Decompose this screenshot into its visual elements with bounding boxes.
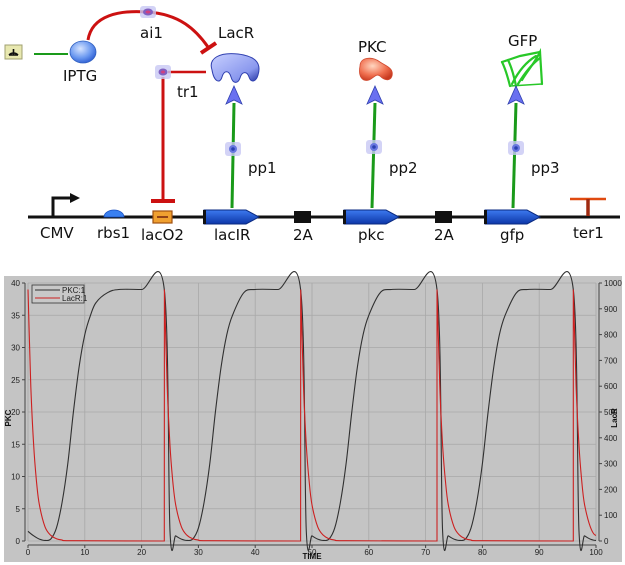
x-tick: 50 <box>308 548 317 557</box>
iptg-label: IPTG <box>63 67 97 85</box>
x-tick: 10 <box>80 548 89 557</box>
pp3-label: pp3 <box>531 159 560 177</box>
pkc-cds-start <box>343 210 346 224</box>
legend-lacr: LacR:1 <box>62 294 88 303</box>
pp1-arrow-icon <box>225 85 243 105</box>
x-tick: 30 <box>194 548 203 557</box>
y-tick-right: 700 <box>604 356 618 365</box>
part-label-2a-1: 2A <box>293 226 314 244</box>
tr1-label: tr1 <box>177 83 199 101</box>
x-tick: 90 <box>535 548 544 557</box>
pkc-protein-label: PKC <box>358 38 387 56</box>
y-tick-right: 400 <box>604 434 618 443</box>
part-label-pkc: pkc <box>358 226 384 244</box>
pp2-production-line <box>370 102 377 209</box>
y-axis-label-right: LacR <box>610 408 619 428</box>
rbs1-icon[interactable] <box>103 209 125 218</box>
chart-background <box>4 276 622 562</box>
pp3-node-icon[interactable] <box>508 141 524 155</box>
part-label-ter1: ter1 <box>573 224 604 242</box>
y-tick-right: 200 <box>604 485 618 494</box>
x-tick: 70 <box>421 548 430 557</box>
part-label-cmv: CMV <box>40 224 74 242</box>
y-tick-right: 800 <box>604 331 618 340</box>
pp2-node-icon[interactable] <box>366 140 382 154</box>
y-tick-left: 35 <box>11 311 20 320</box>
iptg-icon[interactable] <box>69 40 97 64</box>
pp2-arrow-icon <box>366 85 384 105</box>
x-tick: 0 <box>26 548 31 557</box>
lacir-cds-start <box>203 210 206 224</box>
tr1-node-icon[interactable] <box>155 65 171 79</box>
laco2-operator-icon[interactable] <box>152 210 173 224</box>
y-tick-left: 10 <box>11 473 20 482</box>
ai1-inhibition-bar <box>199 41 218 55</box>
gfp-cds-start <box>484 210 487 224</box>
y-tick-right: 500 <box>604 408 618 417</box>
y-tick-left: 40 <box>11 279 20 288</box>
ter1-terminator-icon[interactable] <box>570 197 606 216</box>
part-label-2a-2: 2A <box>434 226 455 244</box>
y-tick-right: 1000 <box>604 279 622 288</box>
pp1-label: pp1 <box>248 159 277 177</box>
genetic-circuit-diagram: IPTG ai1 LacR tr1 pp1 PKC pp2 GFP <box>4 6 620 244</box>
part-label-rbs1: rbs1 <box>97 224 130 242</box>
x-tick: 20 <box>137 548 146 557</box>
part-label-lacir: lacIR <box>214 226 250 244</box>
chart-series <box>27 271 597 551</box>
ai1-label: ai1 <box>140 24 163 42</box>
2a-linker-icon-2[interactable] <box>435 211 452 223</box>
gfp-cds-icon[interactable] <box>484 209 542 225</box>
chart-legend: PKC:1 LacR:1 <box>31 284 88 304</box>
source-icon[interactable] <box>4 44 23 60</box>
pp1-node-icon[interactable] <box>225 142 241 156</box>
cmv-promoter-icon[interactable] <box>51 193 80 217</box>
part-label-laco2: lacO2 <box>141 226 184 244</box>
gfp-protein-label: GFP <box>508 32 537 50</box>
simulation-chart: 0510152025303540010020030040050060070080… <box>4 271 622 562</box>
y-tick-right: 300 <box>604 460 618 469</box>
chart-axes: 0510152025303540010020030040050060070080… <box>11 279 622 557</box>
lacr-series-line <box>27 289 597 542</box>
pp3-arrow-icon <box>507 85 525 105</box>
gfp-protein-icon[interactable] <box>500 47 544 88</box>
y-tick-right: 0 <box>604 537 609 546</box>
y-tick-right: 100 <box>604 511 618 520</box>
lacr-protein-icon[interactable] <box>210 53 260 83</box>
x-axis-label: TIME <box>302 552 322 561</box>
lacir-cds-icon[interactable] <box>203 209 261 225</box>
y-tick-left: 30 <box>11 344 20 353</box>
2a-linker-icon-1[interactable] <box>294 211 311 223</box>
pkc-series-line <box>27 271 597 551</box>
pkc-cds-icon[interactable] <box>343 209 401 225</box>
y-tick-left: 5 <box>16 505 21 514</box>
ai1-node-icon[interactable] <box>140 6 156 18</box>
legend-pkc: PKC:1 <box>62 286 86 295</box>
y-tick-left: 15 <box>11 440 20 449</box>
x-tick: 40 <box>251 548 260 557</box>
y-tick-right: 900 <box>604 305 618 314</box>
y-tick-left: 25 <box>11 376 20 385</box>
lacr-label: LacR <box>218 24 254 42</box>
y-tick-left: 0 <box>16 537 21 546</box>
x-tick: 60 <box>364 548 373 557</box>
x-tick: 100 <box>589 548 603 557</box>
pp3-production-line <box>511 102 518 209</box>
y-tick-left: 20 <box>11 408 20 417</box>
y-tick-right: 600 <box>604 382 618 391</box>
chart-grid <box>27 282 597 542</box>
pkc-protein-icon[interactable] <box>359 57 393 81</box>
pp2-label: pp2 <box>389 159 418 177</box>
part-label-gfp: gfp <box>500 226 524 244</box>
x-tick: 80 <box>478 548 487 557</box>
y-axis-label-left: PKC <box>4 409 13 426</box>
